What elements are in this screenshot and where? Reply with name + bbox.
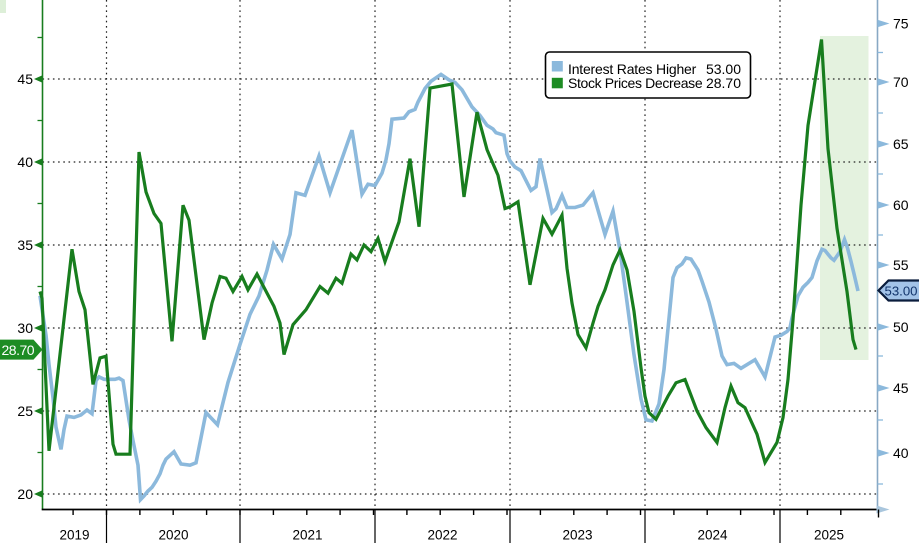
svg-text:75: 75 [893, 16, 909, 32]
svg-text:55: 55 [893, 257, 909, 273]
svg-text:65: 65 [893, 136, 909, 152]
svg-text:2023: 2023 [562, 528, 592, 543]
svg-text:Interest Rates Higher: Interest Rates Higher [568, 61, 697, 77]
svg-text:2021: 2021 [292, 528, 322, 543]
svg-text:60: 60 [893, 197, 909, 213]
svg-text:2025: 2025 [814, 528, 844, 543]
svg-text:50: 50 [893, 319, 909, 335]
svg-text:53.00: 53.00 [884, 283, 917, 298]
svg-text:28.70: 28.70 [2, 342, 35, 358]
svg-text:2019: 2019 [59, 528, 89, 543]
svg-text:35: 35 [17, 237, 33, 253]
svg-text:45: 45 [893, 380, 909, 396]
svg-text:Stock Prices Decrease: Stock Prices Decrease [568, 75, 703, 91]
svg-text:25: 25 [17, 403, 33, 419]
svg-text:30: 30 [17, 320, 33, 336]
svg-text:2024: 2024 [697, 528, 728, 543]
svg-text:70: 70 [893, 74, 909, 90]
svg-text:40: 40 [893, 445, 909, 461]
svg-text:40: 40 [17, 154, 33, 170]
svg-text:45: 45 [17, 71, 33, 87]
svg-text:20: 20 [17, 486, 33, 502]
svg-text:28.70: 28.70 [706, 75, 741, 91]
svg-text:53.00: 53.00 [706, 61, 741, 77]
svg-text:2022: 2022 [427, 528, 457, 543]
svg-text:2020: 2020 [158, 528, 188, 543]
